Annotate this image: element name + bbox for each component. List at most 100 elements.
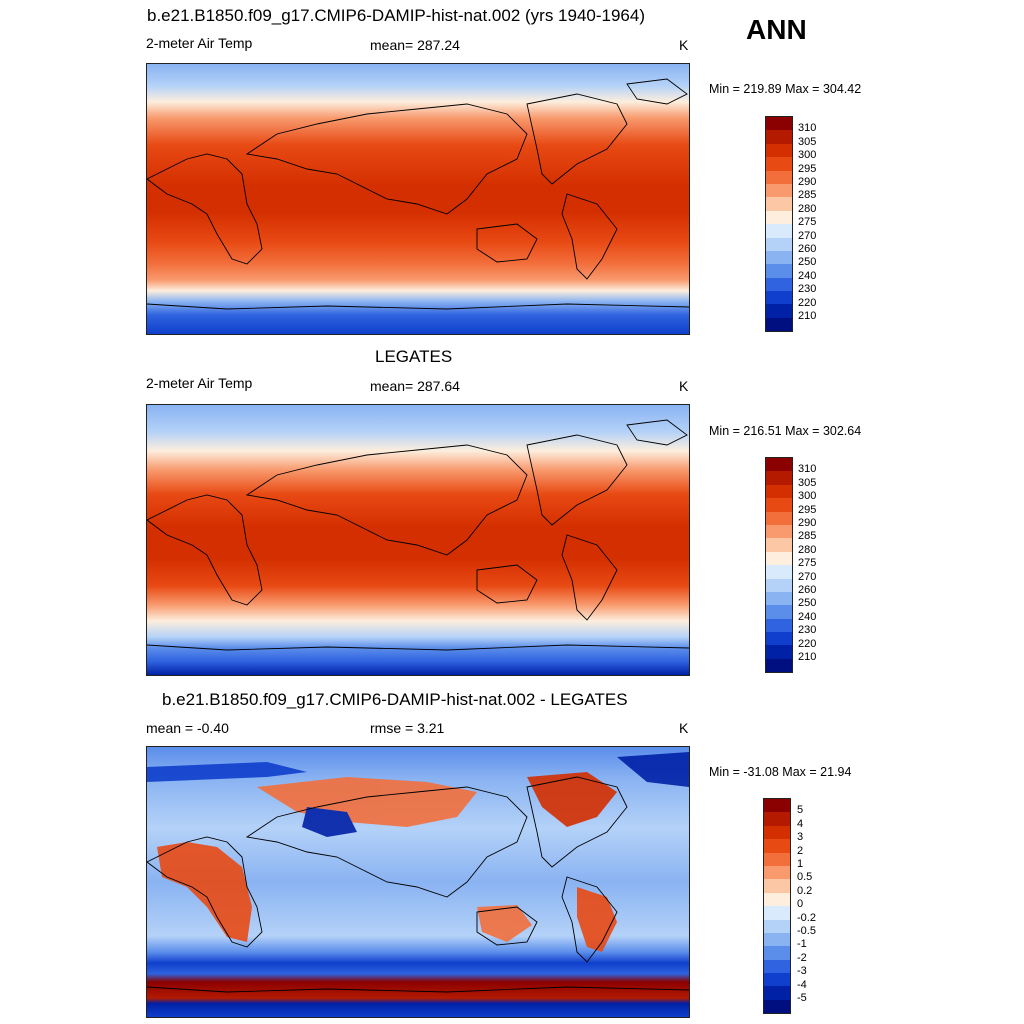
colorbar-swatch: [766, 484, 792, 499]
colorbar-tick-label: 250: [798, 597, 817, 610]
colorbar-tick-label: 250: [798, 256, 817, 269]
map-obs-field: [147, 405, 689, 675]
colorbar-tick-label: 310: [798, 463, 817, 476]
colorbar-tick-label: 220: [798, 637, 817, 650]
colorbar-tick-label: 4: [797, 817, 804, 830]
colorbar-tick-label: -1: [797, 938, 807, 951]
colorbar-swatch: [766, 565, 792, 579]
colorbar-tick-label: 5: [797, 804, 804, 817]
colorbar-swatch: [766, 250, 792, 265]
colorbar-swatch: [766, 511, 792, 525]
colorbar-tick-label: 230: [798, 624, 817, 637]
season-label: ANN: [746, 14, 807, 45]
colorbar-swatch: [766, 117, 792, 131]
colorbar-tick-label: 210: [798, 651, 817, 663]
colorbar-tick-label: 290: [798, 176, 817, 188]
map-obs: [146, 404, 690, 676]
colorbar-swatch: [764, 865, 790, 880]
colorbar-tick-label: 240: [798, 610, 817, 623]
colorbar-tick-label: 270: [798, 229, 817, 242]
colorbar-swatch: [764, 825, 790, 840]
panel-mean-label-obs: mean= 287.64: [370, 378, 460, 394]
colorbar-swatch: [766, 645, 792, 659]
colorbar-swatch: [766, 658, 792, 673]
colorbar-swatch: [766, 197, 792, 211]
colorbar-tick-label: 260: [798, 243, 817, 255]
colorbar-swatch: [764, 999, 790, 1014]
colorbar-swatch: [766, 304, 792, 318]
colorbar-swatch: [764, 852, 790, 866]
panel-mean-label-model: mean= 287.24: [370, 37, 460, 53]
map-diff: [146, 746, 690, 1018]
colorbar-swatch: [766, 237, 792, 251]
colorbar-swatch: [764, 946, 790, 960]
colorbar-swatch: [766, 291, 792, 305]
colorbar-swatch: [766, 498, 792, 512]
map-diff-field: [147, 747, 689, 1017]
colorbar-swatch: [764, 932, 790, 947]
colorbar-tick-label: 0.2: [797, 884, 813, 897]
colorbar-swatch: [766, 130, 792, 144]
colorbar-swatch: [766, 524, 792, 539]
colorbar-tick-label: -4: [797, 978, 807, 991]
colorbar-swatch: [766, 605, 792, 619]
colorbar-swatch: [766, 538, 792, 552]
colorbar-swatch: [764, 799, 790, 813]
colorbar-tick-label: -2: [797, 951, 807, 964]
colorbar-tick-label: 275: [798, 557, 817, 570]
colorbar-tick-label: 295: [798, 162, 817, 175]
colorbar-swatch: [764, 812, 790, 826]
colorbar-tick-label: 2: [797, 844, 804, 857]
colorbar-swatch: [766, 183, 792, 198]
panel-units-model: K: [679, 37, 689, 53]
colorbar-swatch: [764, 986, 790, 1000]
panel-units-diff: K: [679, 720, 689, 736]
colorbar-tick-label: 300: [798, 490, 817, 503]
colorbar-tick-label: 305: [798, 476, 817, 489]
map-model: [146, 63, 690, 335]
colorbar-swatch: [766, 264, 792, 278]
colorbar-swatch: [766, 618, 792, 633]
colorbar-tick-label: 310: [798, 122, 817, 135]
colorbar-swatch: [766, 632, 792, 646]
colorbar-swatch: [764, 879, 790, 893]
colorbar-tick-label: 260: [798, 584, 817, 596]
colorbar-swatch: [766, 591, 792, 606]
colorbar-swatch: [764, 973, 790, 987]
colorbar-tick-label: 270: [798, 570, 817, 583]
colorbar-tick-label: 305: [798, 135, 817, 148]
colorbar-tick-label: -5: [797, 992, 807, 1004]
colorbar-swatch: [766, 551, 792, 566]
colorbar-swatch: [766, 157, 792, 171]
colorbar-swatch: [764, 906, 790, 920]
colorbar-diff: [763, 798, 791, 1015]
colorbar-swatch: [766, 210, 792, 225]
panel-minmax-diff: Min = -31.08 Max = 21.94: [709, 765, 852, 779]
colorbar-tick-label: -0.5: [797, 925, 816, 937]
colorbar-tick-label: 3: [797, 831, 804, 844]
colorbar-tick-label: 240: [798, 269, 817, 282]
colorbar-tick-label: -0.2: [797, 911, 816, 924]
colorbar-tick-label: 290: [798, 517, 817, 529]
panel-title-model: b.e21.B1850.f09_g17.CMIP6-DAMIP-hist-nat…: [147, 6, 645, 25]
colorbar-tick-label: 1: [797, 858, 804, 870]
colorbar-swatch: [764, 919, 790, 933]
panel-minmax-obs: Min = 216.51 Max = 302.64: [709, 424, 862, 438]
colorbar-tick-label: 0.5: [797, 871, 813, 884]
colorbar-swatch: [764, 892, 790, 907]
panel-left-label-diff: mean = -0.40: [146, 720, 229, 736]
colorbar-model: [765, 116, 793, 333]
colorbar-swatch: [764, 959, 790, 974]
colorbar-tick-label: 210: [798, 310, 817, 322]
colorbar-swatch: [766, 143, 792, 158]
colorbar-tick-label: -3: [797, 965, 807, 978]
colorbar-swatch: [766, 277, 792, 292]
colorbar-tick-label: 275: [798, 216, 817, 229]
colorbar-tick-label: 300: [798, 149, 817, 162]
panel-units-obs: K: [679, 378, 689, 394]
colorbar-tick-label: 0: [797, 898, 804, 911]
colorbar-obs: [765, 457, 793, 674]
panel-left-label-model: 2-meter Air Temp: [146, 35, 253, 51]
panel-left-label-obs: 2-meter Air Temp: [146, 375, 253, 391]
panel-minmax-model: Min = 219.89 Max = 304.42: [709, 82, 862, 96]
